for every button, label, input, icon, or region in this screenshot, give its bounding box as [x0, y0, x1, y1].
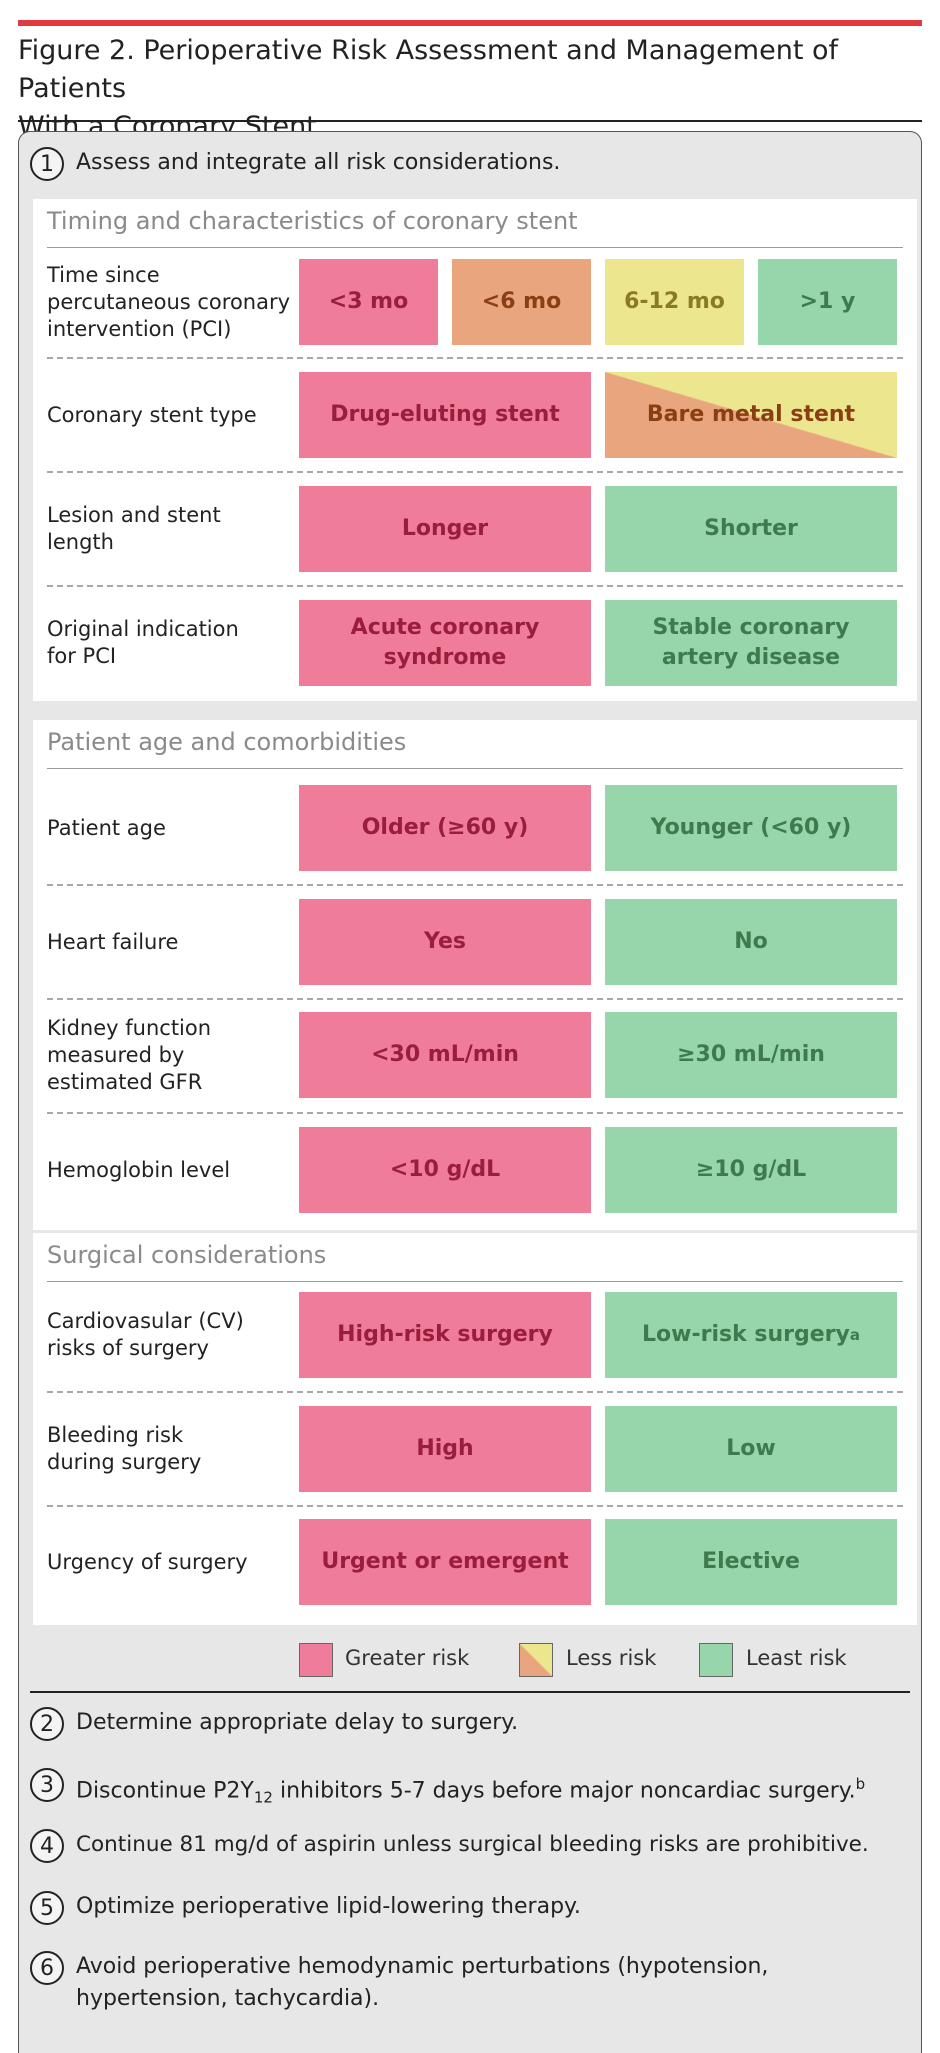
step-3: 3 Discontinue P2Y12 inhibitors 5-7 days …	[30, 1768, 865, 1814]
row-label: Hemoglobin level	[47, 1157, 231, 1182]
cell-acute-coronary-syndrome: Acute coronary syndrome	[299, 600, 591, 686]
legend-label-greater-risk: Greater risk	[345, 1646, 470, 1670]
section-surgical-considerations: Surgical considerations Cardiovasular (C…	[33, 1233, 917, 1625]
row-patient-age: Patient age Older (≥60 y) Younger (<60 y…	[33, 785, 917, 871]
legend-label-least-risk: Least risk	[746, 1646, 847, 1670]
cell-6-to-12-months: 6-12 mo	[605, 259, 744, 345]
cell-urgent-or-emergent: Urgent or emergent	[299, 1519, 591, 1605]
cell-gfr-30-or-more: ≥30 mL/min	[605, 1012, 897, 1098]
cell-no: No	[605, 899, 897, 985]
row-divider	[47, 1391, 903, 1393]
step-text: Assess and integrate all risk considerat…	[76, 150, 561, 175]
row-lesion-length: Lesion and stent length Longer Shorter	[33, 486, 917, 572]
row-urgency: Urgency of surgery Urgent or emergent El…	[33, 1519, 917, 1605]
section-title: Timing and characteristics of coronary s…	[47, 207, 578, 235]
row-divider	[47, 1505, 903, 1507]
row-label: Urgency of surgery	[47, 1549, 248, 1574]
cell-hemoglobin-10-or-more: ≥10 g/dL	[605, 1127, 897, 1213]
row-cv-risk: Cardiovasular (CV) risks of surgery High-…	[33, 1292, 917, 1378]
legend-swatch-greater-risk	[299, 1643, 333, 1677]
row-divider	[47, 998, 903, 1000]
legend-label-less-risk: Less risk	[566, 1646, 657, 1670]
row-label: Original indication for PCI	[47, 617, 239, 668]
step-number-badge: 2	[30, 1707, 64, 1741]
step-number-badge: 6	[30, 1951, 64, 1985]
step-1: 1 Assess and integrate all risk consider…	[30, 147, 560, 181]
cell-low-risk-surgery: Low-risk surgery a	[605, 1292, 897, 1378]
row-label: Cardiovasular (CV) risks of surgery	[47, 1309, 244, 1360]
step-6: 6 Avoid perioperative hemodynamic pertur…	[30, 1951, 768, 2015]
row-divider	[47, 471, 903, 473]
section-title: Patient age and comorbidities	[47, 728, 407, 756]
section-title-rule	[47, 247, 903, 248]
cell-low: Low	[605, 1406, 897, 1492]
row-kidney-function: Kidney function measured by estimated GFR …	[33, 1012, 917, 1098]
row-original-indication: Original indication for PCI Acute coronar…	[33, 600, 917, 686]
step-number-badge: 4	[30, 1829, 64, 1863]
row-divider	[47, 585, 903, 587]
title-divider	[18, 120, 922, 122]
row-label: Heart failure	[47, 929, 179, 954]
cell-yes: Yes	[299, 899, 591, 985]
cell-bare-metal-stent: Bare metal stent	[605, 372, 897, 458]
row-label: Coronary stent type	[47, 402, 257, 427]
cell-older: Older (≥60 y)	[299, 785, 591, 871]
step-text: Optimize perioperative lipid-lowering th…	[76, 1894, 581, 1919]
row-divider	[47, 1112, 903, 1114]
figure-title-line-1: Figure 2. Perioperative Risk Assessment …	[18, 35, 839, 104]
cell-younger: Younger (<60 y)	[605, 785, 897, 871]
legend-swatch-less-risk	[519, 1643, 553, 1677]
cell-gfr-below-30: <30 mL/min	[299, 1012, 591, 1098]
row-bleeding-risk: Bleeding risk during surgery High Low	[33, 1406, 917, 1492]
step-number-badge: 5	[30, 1891, 64, 1925]
step-5: 5 Optimize perioperative lipid-lowering …	[30, 1891, 581, 1925]
row-hemoglobin: Hemoglobin level <10 g/dL ≥10 g/dL	[33, 1127, 917, 1213]
row-label: Bleeding risk during surgery	[47, 1423, 202, 1474]
step-4: 4 Continue 81 mg/d of aspirin unless sur…	[30, 1829, 869, 1863]
cell-shorter: Shorter	[605, 486, 897, 572]
step-2: 2 Determine appropriate delay to surgery…	[30, 1707, 518, 1741]
row-time-since-pci: Time since percutaneous coronary intervent…	[33, 259, 917, 345]
step-text: Discontinue P2Y12 inhibitors 5-7 days be…	[76, 1775, 866, 1807]
cell-over-1-year: >1 y	[758, 259, 897, 345]
cell-elective: Elective	[605, 1519, 897, 1605]
risk-legend: Greater risk Less risk Least risk	[0, 1640, 940, 1680]
row-label: Kidney function measured by estimated GFR	[47, 1015, 212, 1094]
row-divider	[47, 357, 903, 359]
step-text: Avoid perioperative hemodynamic perturba…	[76, 1954, 769, 2011]
row-label: Lesion and stent length	[47, 503, 221, 554]
title-accent-bar	[18, 20, 922, 26]
cell-high-risk-surgery: High-risk surgery	[299, 1292, 591, 1378]
section-stent-characteristics: Timing and characteristics of coronary s…	[33, 199, 917, 701]
step-number-badge: 3	[30, 1768, 64, 1802]
row-label: Patient age	[47, 815, 166, 840]
cell-under-6-months: <6 mo	[452, 259, 591, 345]
row-divider	[47, 884, 903, 886]
section-patient-age-comorbidities: Patient age and comorbidities Patient ag…	[33, 720, 917, 1230]
step-text: Determine appropriate delay to surgery.	[76, 1710, 519, 1735]
section-title: Surgical considerations	[47, 1241, 327, 1269]
section-title-rule	[47, 768, 903, 769]
row-label: Time since percutaneous coronary intervent…	[47, 262, 291, 341]
section-title-rule	[47, 1281, 903, 1282]
row-heart-failure: Heart failure Yes No	[33, 899, 917, 985]
cell-drug-eluting-stent: Drug-eluting stent	[299, 372, 591, 458]
step-text: Continue 81 mg/d of aspirin unless surgi…	[76, 1832, 869, 1857]
steps-divider	[30, 1691, 910, 1693]
cell-stable-coronary-artery-disease: Stable coronary artery disease	[605, 600, 897, 686]
row-stent-type: Coronary stent type Drug-eluting stent B…	[33, 372, 917, 458]
cell-high: High	[299, 1406, 591, 1492]
step-number-badge: 1	[30, 147, 64, 181]
legend-swatch-least-risk	[699, 1643, 733, 1677]
cell-hemoglobin-below-10: <10 g/dL	[299, 1127, 591, 1213]
figure-title: Figure 2. Perioperative Risk Assessment …	[18, 32, 922, 146]
cell-under-3-months: <3 mo	[299, 259, 438, 345]
cell-longer: Longer	[299, 486, 591, 572]
